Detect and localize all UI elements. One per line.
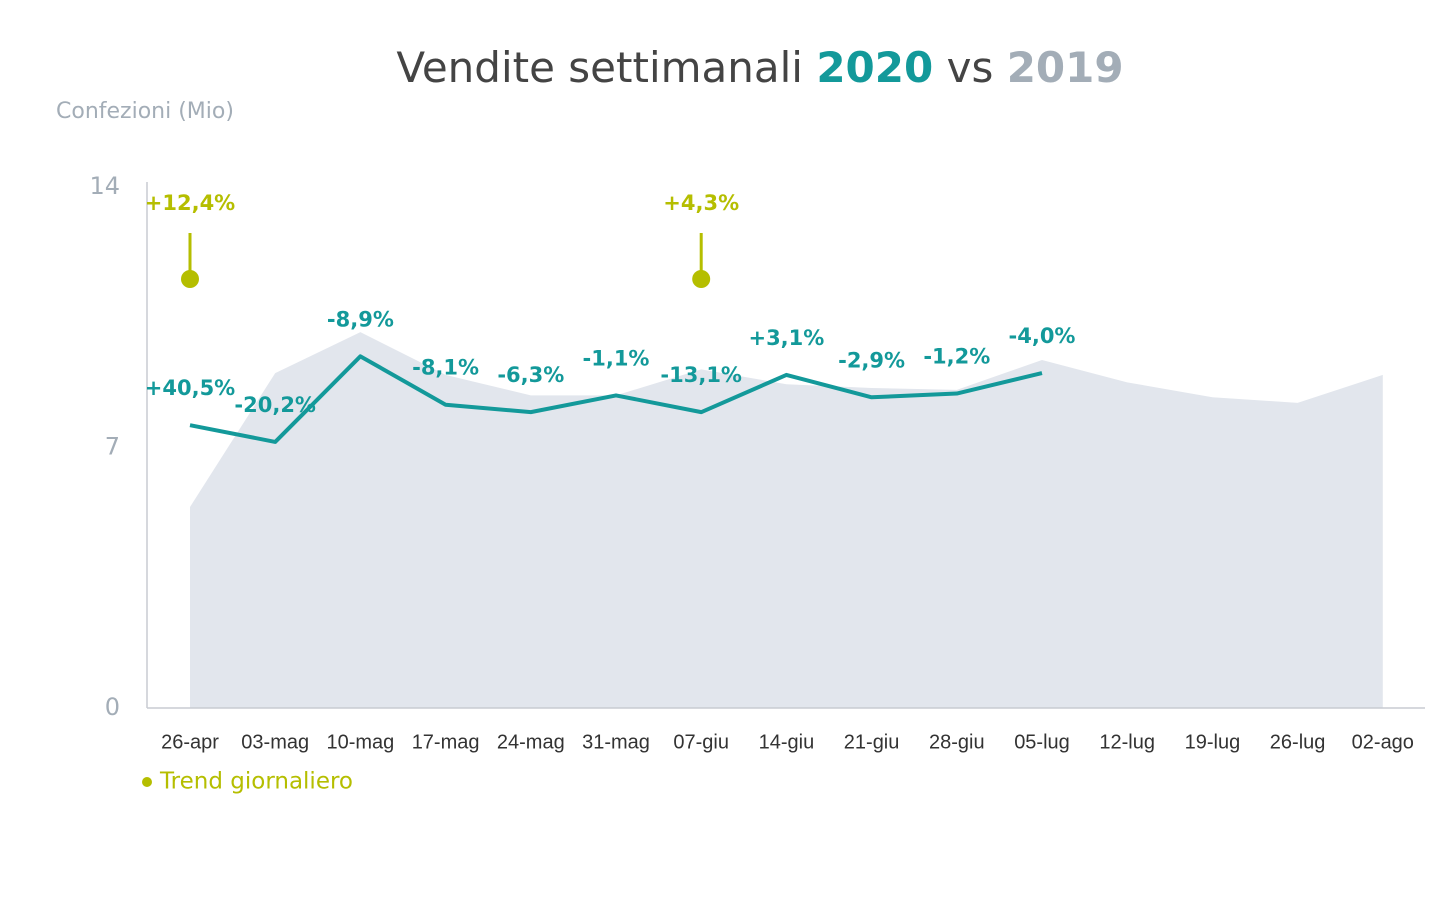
x-tick-label: 31-mag	[582, 731, 650, 753]
y-tick-label: 14	[89, 172, 120, 200]
x-tick-label: 10-mag	[326, 731, 394, 753]
change-label: -8,9%	[327, 307, 394, 331]
x-tick-label: 21-giu	[844, 731, 900, 753]
title-joiner: vs	[947, 43, 994, 92]
change-label: -1,2%	[923, 345, 990, 369]
line-2020	[189, 354, 1043, 444]
x-tick-label: 26-lug	[1270, 731, 1326, 753]
x-tick-label: 17-mag	[412, 731, 480, 753]
area-2019	[190, 332, 1383, 708]
x-tick-label: 07-giu	[673, 731, 729, 753]
change-label: -1,1%	[583, 346, 650, 370]
x-tick-label: 19-lug	[1185, 731, 1241, 753]
x-tick-label: 02-ago	[1352, 731, 1414, 753]
trend-label: +4,3%	[663, 191, 739, 215]
x-tick-label: 12-lug	[1099, 731, 1155, 753]
trend-label: +12,4%	[145, 191, 235, 215]
y-axis-label: Confezioni (Mio)	[56, 99, 234, 124]
chart-title: Vendite settimanali 2020 vs 2019	[396, 43, 1123, 92]
title-series-2019: 2019	[1007, 43, 1124, 92]
change-label: -8,1%	[412, 356, 479, 380]
legend-label: Trend giornaliero	[159, 769, 353, 795]
change-label: -2,9%	[838, 348, 905, 372]
title-series-2020: 2020	[816, 43, 933, 92]
x-tick-label: 24-mag	[497, 731, 565, 753]
change-label: -6,3%	[497, 363, 564, 387]
y-tick-label: 0	[105, 693, 120, 721]
change-label: -20,2%	[234, 393, 316, 417]
title-text: Vendite settimanali	[396, 43, 803, 92]
y-tick-label: 7	[105, 433, 120, 461]
x-tick-label: 28-giu	[929, 731, 985, 753]
x-tick-label: 03-mag	[241, 731, 309, 753]
trend-dot	[181, 270, 199, 288]
legend-dot	[142, 777, 152, 787]
x-tick-label: 14-giu	[759, 731, 815, 753]
change-label: +40,5%	[145, 376, 235, 400]
change-label: +3,1%	[748, 326, 824, 350]
x-tick-label: 26-apr	[161, 731, 219, 753]
x-tick-label: 05-lug	[1014, 731, 1070, 753]
change-label: -13,1%	[660, 363, 742, 387]
trend-dot	[692, 270, 711, 288]
change-label: -4,0%	[1009, 324, 1076, 348]
